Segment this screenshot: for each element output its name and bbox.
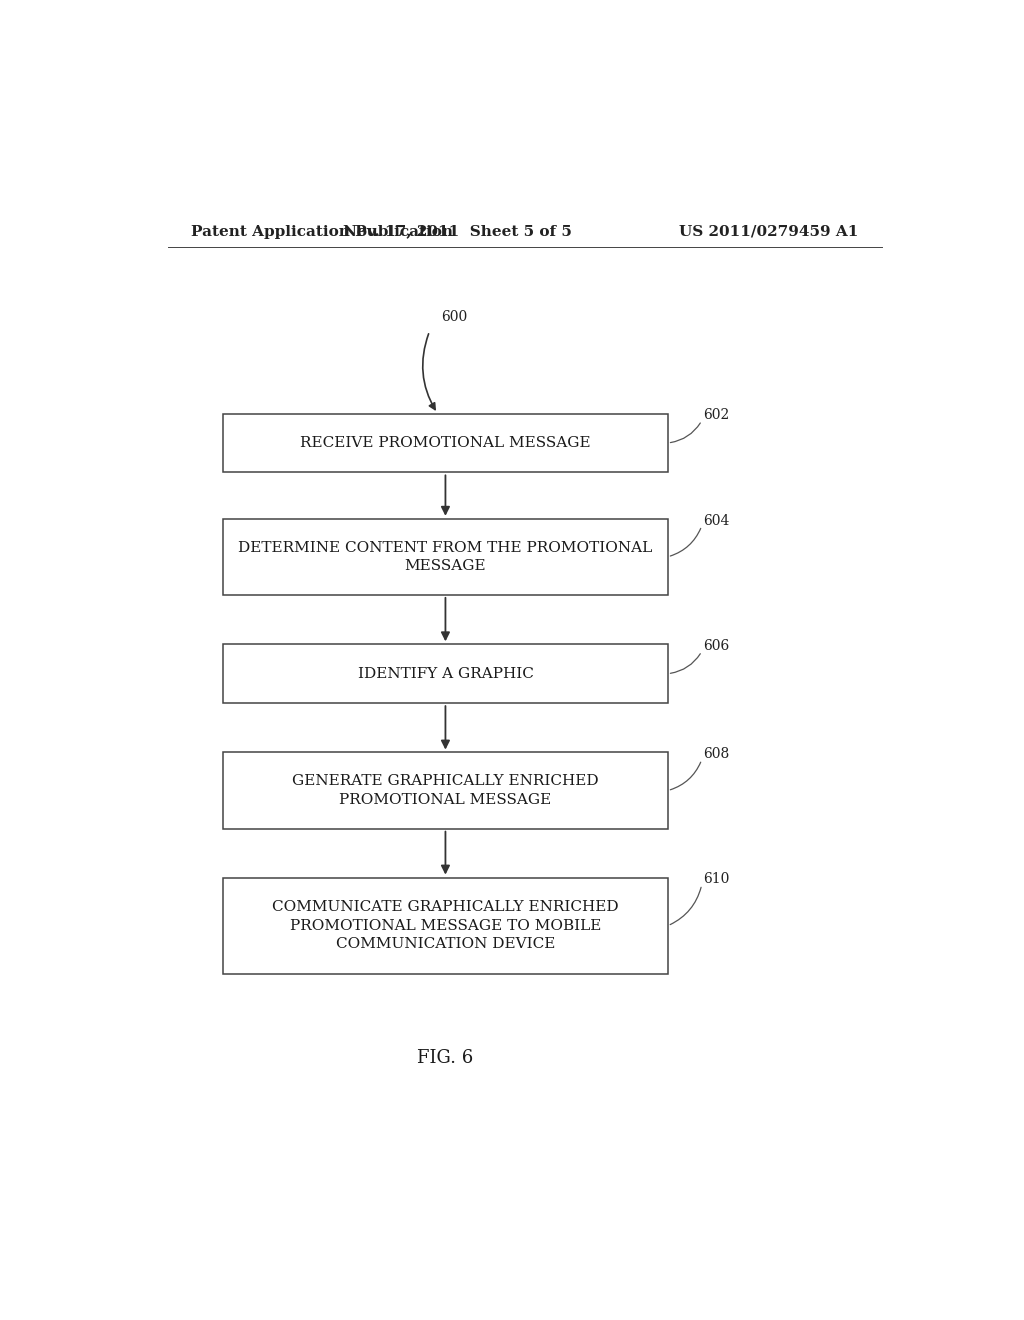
Text: Patent Application Publication: Patent Application Publication xyxy=(191,224,454,239)
FancyBboxPatch shape xyxy=(223,644,668,704)
Text: GENERATE GRAPHICALLY ENRICHED
PROMOTIONAL MESSAGE: GENERATE GRAPHICALLY ENRICHED PROMOTIONA… xyxy=(292,775,599,807)
FancyBboxPatch shape xyxy=(223,519,668,595)
Text: 610: 610 xyxy=(703,873,730,887)
Text: RECEIVE PROMOTIONAL MESSAGE: RECEIVE PROMOTIONAL MESSAGE xyxy=(300,436,591,450)
Text: 600: 600 xyxy=(441,310,468,325)
FancyBboxPatch shape xyxy=(223,413,668,473)
Text: 606: 606 xyxy=(703,639,730,653)
Text: COMMUNICATE GRAPHICALLY ENRICHED
PROMOTIONAL MESSAGE TO MOBILE
COMMUNICATION DEV: COMMUNICATE GRAPHICALLY ENRICHED PROMOTI… xyxy=(272,900,618,952)
Text: 602: 602 xyxy=(703,408,730,422)
Text: DETERMINE CONTENT FROM THE PROMOTIONAL
MESSAGE: DETERMINE CONTENT FROM THE PROMOTIONAL M… xyxy=(239,541,652,573)
Text: US 2011/0279459 A1: US 2011/0279459 A1 xyxy=(679,224,858,239)
Text: FIG. 6: FIG. 6 xyxy=(418,1049,473,1067)
Text: Nov. 17, 2011  Sheet 5 of 5: Nov. 17, 2011 Sheet 5 of 5 xyxy=(343,224,571,239)
FancyBboxPatch shape xyxy=(223,878,668,974)
Text: IDENTIFY A GRAPHIC: IDENTIFY A GRAPHIC xyxy=(357,667,534,681)
Text: 608: 608 xyxy=(703,747,730,762)
FancyBboxPatch shape xyxy=(223,752,668,829)
Text: 604: 604 xyxy=(703,513,730,528)
